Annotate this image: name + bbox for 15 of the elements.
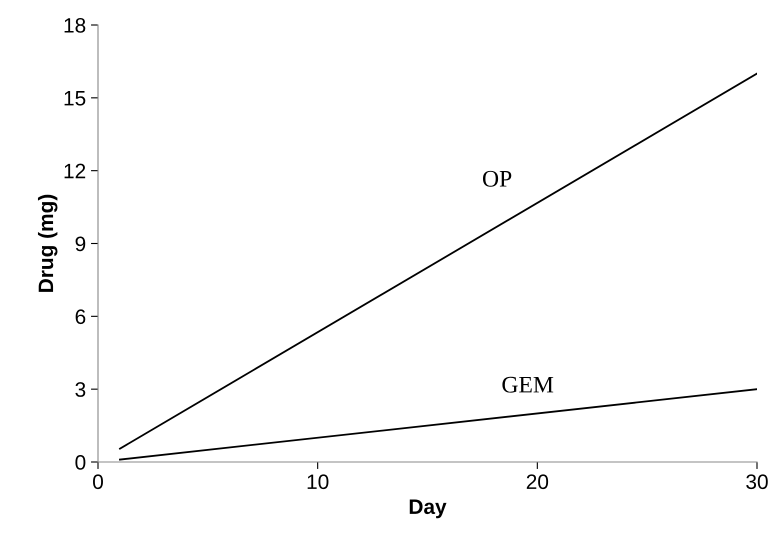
y-tick-label: 0: [75, 455, 86, 470]
y-axis-title: Drug (mg): [38, 194, 58, 292]
y-tick-label: 15: [64, 91, 86, 106]
y-tick-label: 3: [75, 382, 86, 397]
x-tick-label: 0: [93, 474, 103, 490]
y-tick-label: 18: [64, 18, 86, 33]
x-tick-label: 30: [746, 474, 768, 490]
x-tick-label: 10: [308, 474, 328, 490]
series-label: OP: [482, 170, 512, 187]
x-tick-label: 20: [526, 474, 548, 490]
y-tick-label: 6: [76, 309, 86, 324]
series-label: GEM: [502, 376, 554, 393]
x-axis-title: Day: [410, 500, 446, 518]
y-tick-label: 12: [64, 164, 86, 178]
y-tick-label: 9: [76, 236, 86, 252]
